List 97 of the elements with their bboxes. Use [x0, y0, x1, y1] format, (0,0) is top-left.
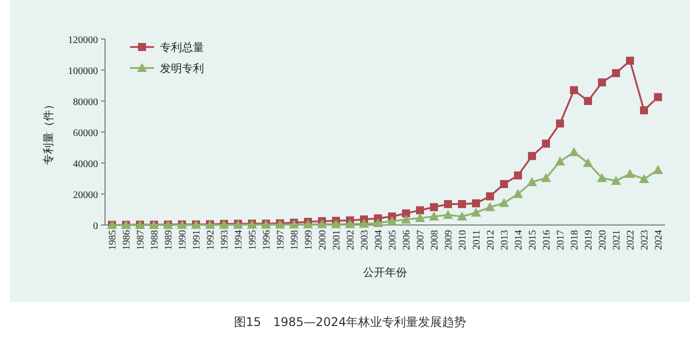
point — [513, 189, 523, 198]
point — [640, 106, 648, 114]
x-tick-label: 2021 — [612, 230, 622, 250]
point — [415, 213, 425, 222]
x-tick-label: 2023 — [640, 230, 650, 250]
y-tick-label: 20000 — [73, 190, 98, 201]
y-axis-title: 专利量（件） — [42, 99, 55, 165]
point — [500, 180, 508, 188]
y-tick-label: 0 — [93, 221, 98, 232]
point — [443, 210, 453, 219]
x-tick-label: 2013 — [500, 230, 510, 250]
x-tick-label: 2006 — [402, 230, 412, 250]
x-tick-label: 1997 — [276, 230, 286, 250]
x-tick-label: 1985 — [108, 230, 118, 250]
point — [317, 219, 327, 228]
x-tick-label: 1996 — [262, 230, 272, 250]
y-tick-label: 120000 — [68, 35, 98, 46]
x-tick-label: 2022 — [626, 230, 636, 250]
x-tick-label: 1991 — [192, 230, 202, 250]
x-tick-label: 2010 — [458, 230, 468, 250]
point — [639, 174, 649, 183]
point — [598, 78, 606, 86]
x-tick-label: 2004 — [374, 230, 384, 250]
y-tick-label: 80000 — [73, 97, 98, 108]
point — [584, 97, 592, 105]
point — [556, 119, 564, 128]
x-tick-label: 2003 — [360, 230, 370, 250]
point — [485, 202, 495, 212]
point — [345, 219, 355, 228]
caption: 图15 1985—2024年林业专利量发展趋势 — [234, 315, 466, 329]
point — [499, 198, 509, 207]
x-tick-label: 2020 — [598, 230, 608, 250]
x-tick-label: 1986 — [122, 230, 132, 250]
legend-label: 发明专利 — [160, 62, 204, 75]
point — [416, 206, 424, 214]
point — [625, 168, 635, 178]
point — [373, 218, 383, 228]
point — [472, 199, 480, 208]
x-tick-label: 2002 — [346, 230, 356, 250]
point — [569, 147, 579, 156]
x-tick-label: 1995 — [248, 230, 258, 250]
x-tick-label: 1988 — [150, 230, 160, 250]
x-tick-label: 1992 — [206, 230, 216, 250]
point — [401, 214, 411, 224]
point — [597, 173, 607, 182]
x-tick-label: 2024 — [654, 230, 664, 250]
point — [527, 177, 537, 186]
point — [471, 208, 481, 217]
point — [514, 171, 522, 180]
point — [402, 209, 410, 218]
y-tick-label: 100000 — [68, 66, 98, 77]
x-tick-label: 1994 — [234, 230, 244, 250]
x-tick-label: 2012 — [486, 230, 496, 250]
x-tick-label: 2009 — [444, 230, 454, 250]
point — [303, 219, 313, 228]
point — [430, 203, 438, 212]
point — [611, 176, 621, 185]
point — [359, 218, 369, 228]
x-tick-label: 2005 — [388, 230, 398, 250]
x-tick-label: 2011 — [472, 230, 482, 250]
x-tick-label: 2014 — [514, 230, 524, 250]
x-tick-label: 2019 — [584, 230, 594, 250]
point — [541, 173, 551, 182]
y-tick-label: 40000 — [73, 159, 98, 170]
point — [542, 140, 550, 148]
x-tick-label: 2008 — [430, 230, 440, 250]
x-tick-label: 2015 — [528, 230, 538, 250]
point — [457, 211, 467, 220]
x-tick-label: 2018 — [570, 230, 580, 250]
point — [458, 200, 466, 208]
point — [626, 56, 634, 65]
point — [612, 69, 620, 78]
x-tick-label: 2000 — [318, 230, 328, 250]
x-tick-label: 2017 — [556, 230, 566, 250]
point — [653, 164, 663, 174]
x-axis-title: 公开年份 — [363, 266, 407, 279]
point — [654, 93, 662, 102]
x-tick-label: 2016 — [542, 230, 552, 250]
legend-label: 专利总量 — [160, 41, 204, 54]
y-tick-label: 60000 — [73, 128, 98, 139]
x-tick-label: 1989 — [164, 230, 174, 250]
point — [555, 156, 565, 166]
x-tick-label: 1998 — [290, 230, 300, 250]
x-tick-label: 1987 — [136, 230, 146, 250]
point — [583, 158, 593, 167]
point — [528, 152, 536, 160]
x-tick-label: 1999 — [304, 230, 314, 250]
point — [331, 219, 341, 228]
point — [486, 192, 494, 200]
x-tick-label: 2007 — [416, 230, 426, 250]
point — [429, 211, 439, 220]
point — [570, 86, 578, 94]
point — [444, 200, 452, 208]
x-tick-label: 1990 — [178, 230, 188, 250]
x-tick-label: 2001 — [332, 230, 342, 250]
x-tick-label: 1993 — [220, 230, 230, 250]
point — [387, 216, 397, 226]
